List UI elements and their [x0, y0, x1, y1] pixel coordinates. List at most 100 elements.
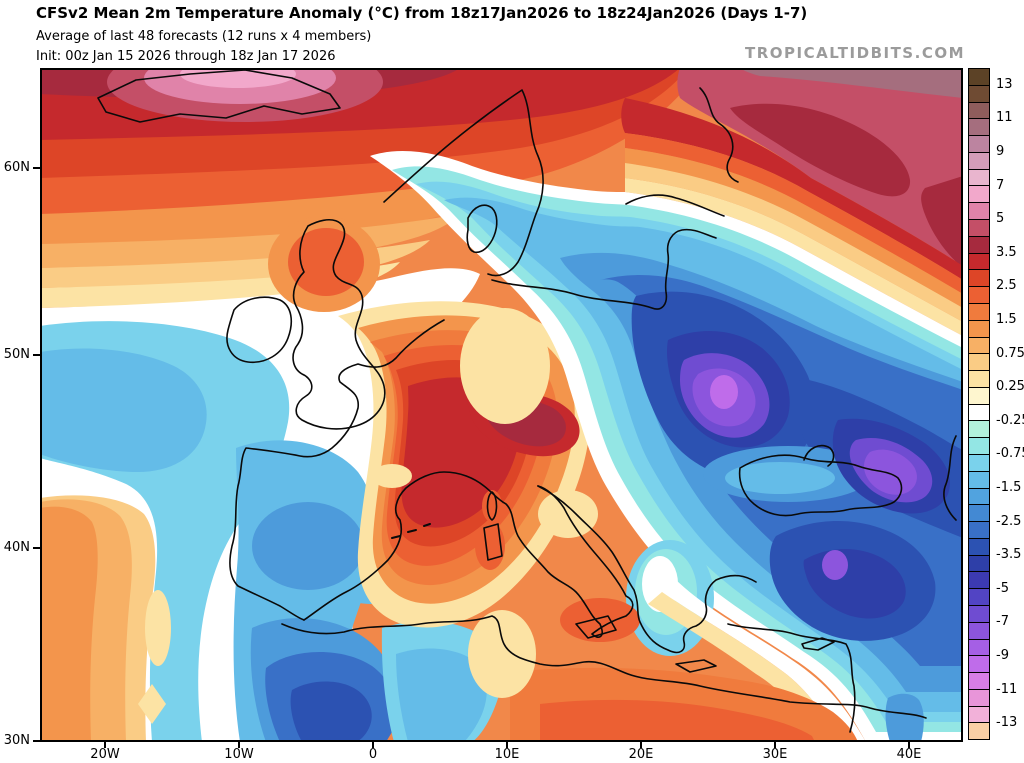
- colorbar-label: 9: [996, 144, 1005, 159]
- x-tick-label: 20E: [628, 747, 654, 762]
- coast-black-sea: [738, 454, 903, 517]
- coast-corsica: [486, 491, 498, 521]
- anomaly-map: [40, 68, 963, 742]
- colorbar-cell: [969, 85, 989, 103]
- colorbar-label: 7: [996, 177, 1005, 193]
- colorbar-cell: [969, 555, 989, 573]
- colorbar-cell: [969, 488, 989, 506]
- colorbar-cell: [969, 438, 989, 455]
- coast-cyprus: [801, 637, 835, 651]
- colorbar-cell: [969, 169, 989, 187]
- coast-iceland: [97, 69, 341, 123]
- coast-ireland: [226, 296, 293, 363]
- y-tick: [33, 167, 40, 169]
- x-tick-label: 0: [368, 747, 378, 762]
- colorbar-label: -9: [996, 648, 1009, 663]
- colorbar-cell: [969, 152, 989, 170]
- x-tick: [372, 742, 374, 748]
- colorbar-cell: [969, 706, 989, 724]
- colorbar-label: -0.75: [996, 446, 1024, 462]
- x-tick: [908, 742, 910, 748]
- x-tick: [238, 742, 240, 748]
- colorbar-cell: [969, 454, 989, 472]
- coast-sicily: [575, 615, 617, 639]
- colorbar-cell: [969, 673, 989, 690]
- colorbar-cell: [969, 387, 989, 405]
- coast-finland: [625, 194, 725, 217]
- coast-white-sea: [699, 87, 739, 183]
- colorbar: [968, 68, 990, 740]
- colorbar-cell: [969, 371, 989, 388]
- x-tick: [506, 742, 508, 748]
- coast-caspian: [943, 435, 957, 521]
- colorbar-cell: [969, 102, 989, 120]
- map-frame: [40, 68, 963, 742]
- y-tick: [33, 547, 40, 549]
- colorbar-cell: [969, 639, 989, 657]
- x-tick: [640, 742, 642, 748]
- colorbar-cell: [969, 538, 989, 556]
- coast-atlantic-europe: [229, 319, 445, 621]
- colorbar-cell: [969, 572, 989, 590]
- colorbar-cell: [969, 589, 989, 606]
- coast-baltic: [491, 228, 717, 310]
- y-tick-label: 60N: [3, 160, 30, 175]
- colorbar-label: -11: [996, 681, 1018, 697]
- page-subtitle: Average of last 48 forecasts (12 runs x …: [36, 29, 372, 44]
- colorbar-cell: [969, 220, 989, 237]
- y-tick: [33, 740, 40, 742]
- colorbar-label: -13: [996, 715, 1018, 731]
- colorbar-label: 5: [996, 211, 1005, 227]
- x-tick-label: 30E: [762, 747, 788, 762]
- y-tick: [33, 354, 40, 356]
- colorbar-label: -0.25: [996, 412, 1024, 428]
- x-tick: [104, 742, 106, 748]
- colorbar-label: 3.5: [996, 244, 1017, 260]
- colorbar-cell: [969, 203, 989, 221]
- coast-denmark: [466, 204, 498, 254]
- colorbar-label: -5: [996, 580, 1009, 596]
- colorbar-label: 0.75: [996, 345, 1024, 361]
- colorbar-label: 13: [996, 76, 1013, 92]
- coast-balearics: [391, 523, 431, 539]
- colorbar-label: 11: [996, 110, 1013, 126]
- x-tick-label: 40E: [896, 747, 922, 762]
- colorbar-cell: [969, 505, 989, 523]
- colorbar-cells: [969, 69, 989, 740]
- coast-adriatic-greece: [537, 485, 757, 654]
- coast-crimea: [803, 444, 835, 467]
- colorbar-label: -2.5: [996, 513, 1022, 529]
- coastlines: [97, 69, 957, 733]
- colorbar-cell: [969, 522, 989, 539]
- colorbar-cell: [969, 404, 989, 422]
- coast-sardinia: [483, 523, 503, 561]
- colorbar-cell: [969, 689, 989, 707]
- colorbar-cell: [969, 303, 989, 321]
- coast-north-africa: [281, 615, 927, 719]
- anomaly-field: [40, 68, 963, 742]
- colorbar-cell: [969, 253, 989, 271]
- colorbar-cell: [969, 622, 989, 640]
- colorbar-cell: [969, 723, 989, 740]
- coast-crete: [675, 659, 717, 673]
- y-tick-label: 40N: [3, 540, 30, 555]
- colorbar-label: -1.5: [996, 480, 1022, 495]
- colorbar-cell: [969, 270, 989, 288]
- y-tick-label: 50N: [3, 347, 30, 362]
- colorbar-label: -3.5: [996, 547, 1022, 563]
- colorbar-cell: [969, 656, 989, 674]
- x-tick-label: 20W: [90, 747, 120, 762]
- colorbar-cell: [969, 606, 989, 623]
- coast-mediterranean-north: [303, 471, 634, 638]
- page-title: CFSv2 Mean 2m Temperature Anomaly (°C) f…: [36, 4, 808, 22]
- watermark-text: TROPICALTIDBITS.COM: [745, 44, 965, 62]
- x-tick-label: 10W: [224, 747, 254, 762]
- colorbar-cell: [969, 354, 989, 372]
- colorbar-cell: [969, 287, 989, 304]
- init-line: Init: 00z Jan 15 2026 through 18z Jan 17…: [36, 49, 336, 64]
- colorbar-label: 0.25: [996, 379, 1024, 395]
- coast-norway-sweden: [383, 89, 544, 277]
- colorbar-cell: [969, 421, 989, 439]
- colorbar-cell: [969, 236, 989, 254]
